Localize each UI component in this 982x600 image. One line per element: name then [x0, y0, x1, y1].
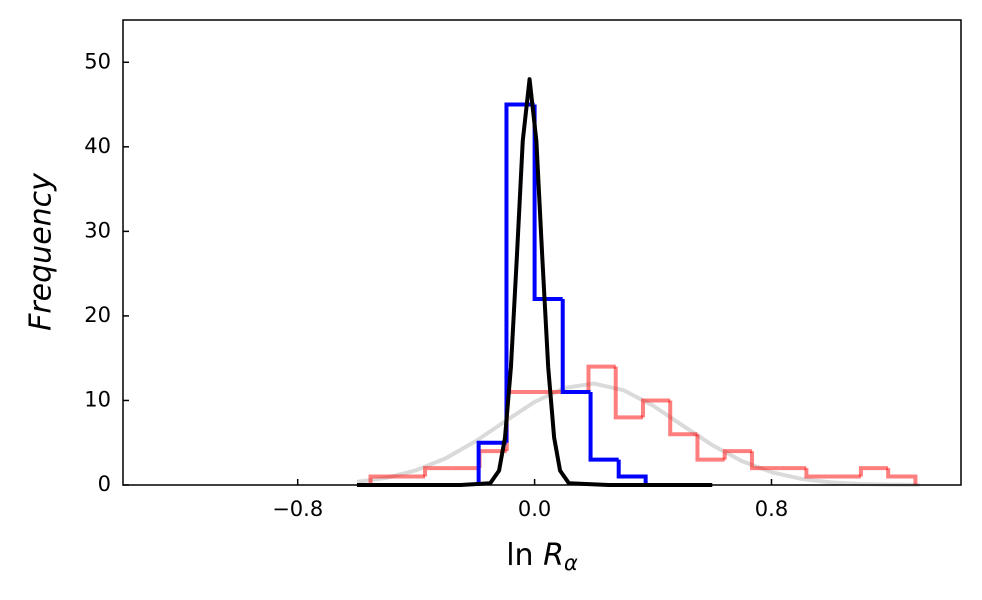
histogram-bin — [588, 392, 619, 462]
x-tick-label: 0.0 — [518, 497, 551, 521]
histogram-bin — [722, 449, 752, 460]
histogram-bin — [476, 440, 507, 485]
histogram-bin — [858, 466, 889, 477]
x-tick-label: 0.8 — [755, 497, 788, 521]
x-label-text: ln — [506, 538, 533, 573]
histogram-bin — [886, 468, 918, 485]
histogram-bin — [368, 474, 398, 485]
histogram-bin — [640, 398, 671, 418]
histogram-bin — [560, 299, 591, 394]
curve — [356, 381, 920, 487]
x-tick-label: −0.8 — [272, 497, 323, 521]
histogram-bin — [613, 366, 643, 420]
histogram-bin — [532, 104, 563, 301]
histogram-bin — [804, 468, 834, 479]
x-label-sub: α — [564, 551, 578, 575]
x-axis-label: ln Rα — [506, 538, 578, 576]
y-tick-label: 50 — [84, 49, 111, 73]
y-tick-label: 0 — [98, 472, 111, 496]
y-tick-label: 30 — [84, 218, 111, 242]
y-tick-label: 10 — [84, 387, 111, 411]
x-label-var: R — [543, 538, 564, 573]
y-axis-label: Frequency — [24, 172, 59, 331]
y-tick-label: 40 — [84, 134, 111, 158]
histogram-bin — [504, 390, 535, 452]
histogram-bin — [423, 466, 453, 477]
y-tick-label: 20 — [84, 303, 111, 327]
plot-frame — [122, 19, 962, 486]
histogram-bin — [586, 364, 616, 392]
curve — [356, 77, 713, 487]
histogram-bin — [695, 434, 725, 462]
histogram-bin — [668, 400, 698, 437]
histogram-bin — [749, 451, 780, 471]
histogram-bin — [616, 459, 648, 485]
